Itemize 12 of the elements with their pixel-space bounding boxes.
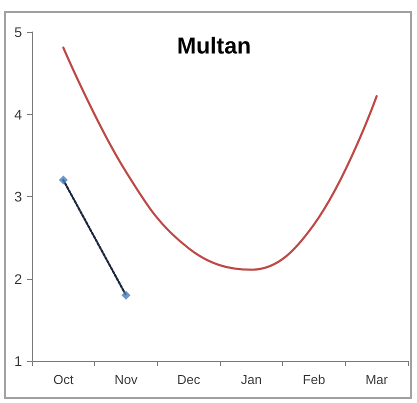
x-tick-label: Mar [365,372,389,387]
y-tick-label: 5 [14,24,22,40]
x-tick-label: Feb [302,372,326,387]
y-tick-label: 4 [14,106,22,122]
x-tick-label: Dec [177,372,201,387]
x-tick-label: Jan [240,372,262,387]
chart-title: Multan [176,32,252,58]
y-tick-label: 3 [14,188,22,204]
y-tick-label: 2 [14,270,22,287]
x-tick-label: Nov [114,372,138,387]
y-tick-label: 1 [14,353,22,369]
x-tick-label: Oct [53,372,74,387]
